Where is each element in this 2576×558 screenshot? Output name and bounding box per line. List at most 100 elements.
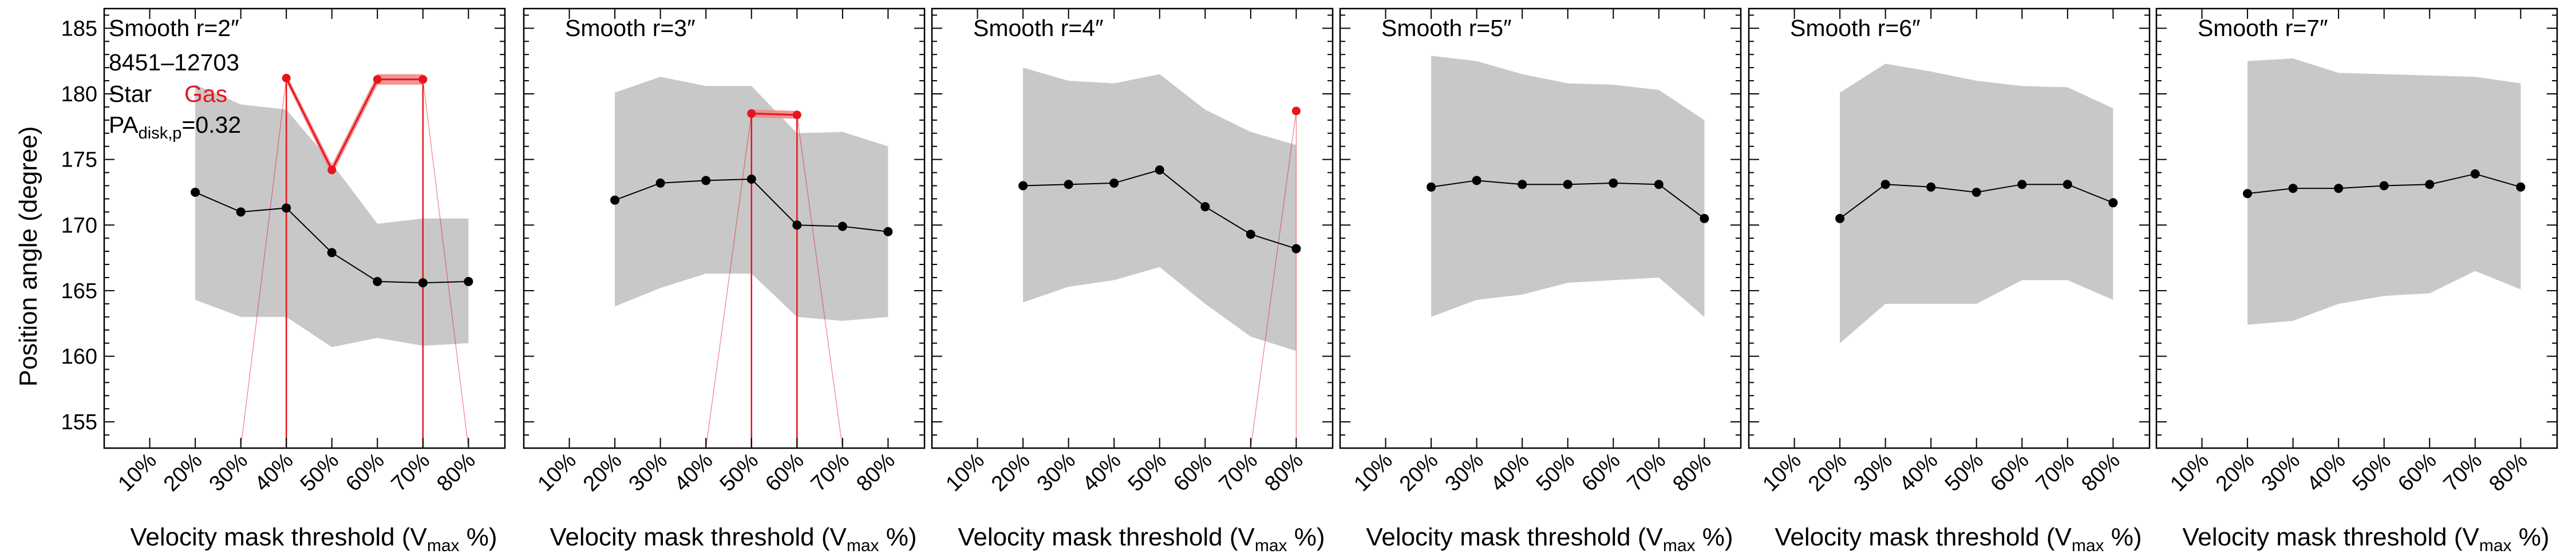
x-tick-label: 80% [1668, 449, 1716, 496]
panel-4: 10%20%30%40%50%60%70%80% Smooth r=5″ Veloc… [1339, 7, 1742, 555]
plot-frame [1339, 7, 1742, 449]
y-tick-label: 170 [61, 213, 97, 238]
x-tick-label: 40% [2302, 449, 2350, 496]
plot-frame [2155, 7, 2558, 449]
gas-point [792, 110, 801, 120]
panel-3: 10%20%30%40%50%60%70%80% Smooth r=4″ Veloc… [931, 7, 1334, 555]
x-tick-label: 60% [1577, 449, 1625, 496]
star-point [792, 220, 802, 230]
x-tick-label: 40% [670, 449, 717, 496]
star-point [1291, 244, 1301, 254]
panel-title: Smooth r=2″ [109, 15, 239, 41]
gas-drop-line [422, 79, 469, 449]
gas-line [751, 112, 797, 116]
x-tick-label: 30% [1033, 449, 1080, 496]
x-tick-label: 30% [1850, 449, 1897, 496]
x-tick-label: 80% [852, 449, 899, 496]
x-tick-label: 80% [432, 449, 480, 496]
x-axis-title: Velocity mask threshold (Vmax %) [958, 523, 1325, 555]
star-error-band [2247, 58, 2521, 325]
panel-2: 10%20%30%40%50%60%70%80% Smooth r=3″ Veloc… [523, 7, 926, 555]
x-tick-label: 50% [716, 449, 763, 496]
x-tick-label: 30% [1441, 449, 1488, 496]
x-tick-label: 60% [341, 449, 389, 496]
star-point [1064, 180, 1073, 189]
x-tick-label: 50% [1532, 449, 1579, 496]
x-tick-label: 70% [1215, 449, 1262, 496]
gas-point [373, 75, 382, 84]
star-point [2470, 169, 2480, 179]
x-tick-label: 10% [1349, 449, 1397, 496]
x-tick-label: 30% [205, 449, 252, 496]
legend-star: Star [109, 81, 152, 107]
star-point [1200, 202, 1210, 212]
star-error-band [195, 84, 469, 347]
star-point [1835, 213, 1845, 223]
x-tick-label: 40% [1486, 449, 1534, 496]
star-point [1926, 182, 1936, 192]
x-tick-label: 70% [1623, 449, 1670, 496]
star-point [1880, 180, 1890, 189]
x-tick-label: 50% [1124, 449, 1171, 496]
x-tick-label: 60% [1169, 449, 1216, 496]
x-axis-title: Velocity mask threshold (Vmax %) [1366, 523, 1733, 555]
gas-point [327, 165, 337, 175]
gas-point [282, 74, 291, 83]
star-point [2243, 189, 2253, 199]
star-point [2063, 180, 2072, 189]
x-tick-label: 10% [1758, 449, 1805, 496]
star-point [2379, 181, 2389, 191]
star-point [1971, 187, 1981, 197]
x-axis-title: Velocity mask threshold (Vmax %) [130, 523, 497, 555]
star-point [2425, 180, 2435, 189]
star-point [1155, 165, 1164, 175]
star-point [464, 276, 473, 286]
x-tick-label: 60% [761, 449, 808, 496]
plot-frame [523, 7, 926, 449]
star-point [236, 207, 246, 217]
star-point [610, 195, 620, 205]
star-point [2334, 184, 2344, 193]
gas-point [418, 75, 428, 84]
x-tick-label: 50% [296, 449, 343, 496]
star-point [2108, 198, 2118, 208]
x-tick-label: 50% [1941, 449, 1988, 496]
star-point [1246, 229, 1255, 239]
y-tick-label: 165 [61, 279, 97, 303]
x-tick-label: 40% [1078, 449, 1125, 496]
legend-gas: Gas [184, 81, 227, 107]
plot-frame [1748, 7, 2151, 449]
x-tick-label: 80% [2484, 449, 2532, 496]
star-point [1609, 178, 1618, 188]
x-tick-label: 60% [2393, 449, 2441, 496]
x-tick-label: 10% [533, 449, 580, 496]
x-tick-label: 80% [1260, 449, 1307, 496]
star-point [418, 278, 428, 288]
star-error-band [1840, 64, 2113, 343]
star-point [655, 178, 665, 188]
star-point [373, 276, 382, 286]
x-tick-label: 40% [250, 449, 298, 496]
star-point [1700, 213, 1709, 223]
y-tick-label: 180 [61, 82, 97, 106]
gas-point [1291, 106, 1301, 116]
gas-drop-line [705, 113, 752, 449]
y-tick-label: 175 [61, 148, 97, 172]
gas-drop-line [1250, 110, 1297, 449]
x-axis-title: Velocity mask threshold (Vmax %) [2182, 523, 2549, 555]
y-tick-label: 155 [61, 410, 97, 434]
panel-title: Smooth r=6″ [1790, 15, 1921, 41]
star-point [746, 175, 756, 184]
x-tick-label: 20% [1395, 449, 1443, 496]
panel-title: Smooth r=4″ [973, 15, 1104, 41]
star-point [191, 187, 200, 197]
x-tick-label: 20% [159, 449, 207, 496]
y-axis-title: Position angle (degree) [14, 126, 42, 387]
star-point [2288, 184, 2298, 193]
panel-title: Smooth r=3″ [565, 15, 696, 41]
gas-drop-line [796, 114, 843, 449]
gas-drop-line [240, 78, 287, 449]
star-point [837, 221, 847, 231]
galaxy-id: 8451–12703 [109, 49, 239, 76]
star-point [327, 248, 337, 258]
